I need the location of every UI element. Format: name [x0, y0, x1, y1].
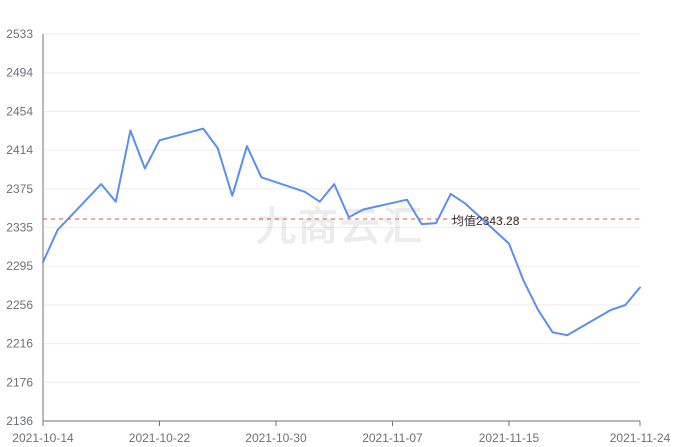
y-tick-label: 2136	[6, 414, 33, 428]
y-tick-label: 2533	[6, 27, 33, 41]
y-tick-label: 2176	[6, 375, 33, 389]
x-tick-label: 2021-11-15	[479, 431, 540, 445]
y-tick-label: 2375	[6, 182, 33, 196]
series-line	[42, 127, 641, 337]
y-tick-label: 2494	[6, 66, 33, 80]
y-tick-label: 2454	[6, 104, 33, 118]
grid-lines	[43, 33, 640, 383]
x-tick-label: 2021-10-22	[129, 431, 191, 445]
y-tick-label: 2295	[6, 259, 33, 273]
y-tick-label: 2256	[6, 298, 33, 312]
watermark: 九商云汇	[256, 204, 424, 250]
y-tick-label: 2335	[6, 221, 33, 235]
average-label: 均值2343.28	[452, 213, 520, 228]
x-axis: 2021-10-14 2021-10-22 2021-10-30 2021-11-07…	[12, 420, 671, 445]
y-tick-label: 2216	[6, 337, 33, 351]
y-axis: 2533 2494 2454 2414 2375 2335 2295 2256 2216 2176…	[6, 27, 44, 428]
x-tick-label: 2021-10-14	[12, 431, 74, 445]
x-tick-label: 2021-11-24	[610, 431, 671, 445]
x-tick-label: 2021-10-30	[245, 431, 307, 445]
x-tick-label: 2021-11-07	[362, 431, 423, 445]
y-tick-label: 2414	[6, 143, 33, 157]
